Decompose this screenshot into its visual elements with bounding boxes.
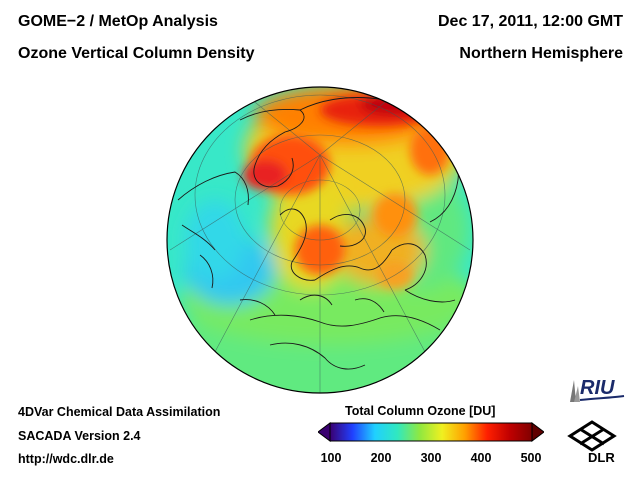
date-label: Dec 17, 2011, 12:00 GMT — [438, 13, 623, 30]
region-label: Northern Hemisphere — [459, 45, 623, 62]
colorbar-tick-200: 200 — [370, 451, 392, 465]
colorbar-tick-300: 300 — [420, 451, 442, 465]
colorbar-tick-100: 100 — [320, 451, 342, 465]
ozone-subtitle: Ozone Vertical Column Density — [18, 45, 255, 62]
dlr-logo: DLR — [567, 420, 617, 464]
analysis-title: GOME−2 / MetOp Analysis — [18, 13, 218, 30]
colorbar-min-arrow — [318, 422, 331, 442]
colorbar-max-arrow — [531, 422, 544, 442]
dlr-logo-text: DLR — [588, 450, 615, 464]
colorbar-scale — [329, 422, 533, 442]
colorbar-title: Total Column Ozone [DU] — [345, 404, 496, 418]
assimilation-label: 4DVar Chemical Data Assimilation — [18, 405, 221, 419]
riu-logo: RIU — [570, 377, 625, 402]
ozone-colorbar — [318, 422, 544, 442]
riu-logo-text: RIU — [580, 377, 615, 399]
colorbar-tick-500: 500 — [520, 451, 542, 465]
source-url[interactable]: http://wdc.dlr.de — [18, 452, 114, 466]
colorbar-tick-400: 400 — [470, 451, 492, 465]
version-label: SACADA Version 2.4 — [18, 429, 141, 443]
